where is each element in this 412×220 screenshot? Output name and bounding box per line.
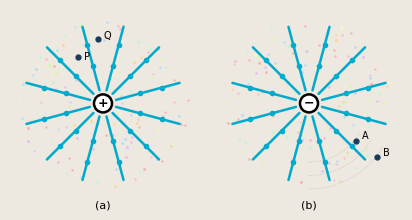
Text: (a): (a) bbox=[95, 201, 111, 211]
Text: B: B bbox=[383, 148, 390, 158]
Circle shape bbox=[300, 94, 318, 112]
Text: Q: Q bbox=[104, 31, 112, 40]
Circle shape bbox=[94, 94, 112, 112]
Text: A: A bbox=[362, 131, 369, 141]
Text: P: P bbox=[84, 52, 90, 62]
Text: (b): (b) bbox=[301, 201, 317, 211]
Text: +: + bbox=[98, 97, 108, 110]
Text: −: − bbox=[304, 97, 314, 110]
